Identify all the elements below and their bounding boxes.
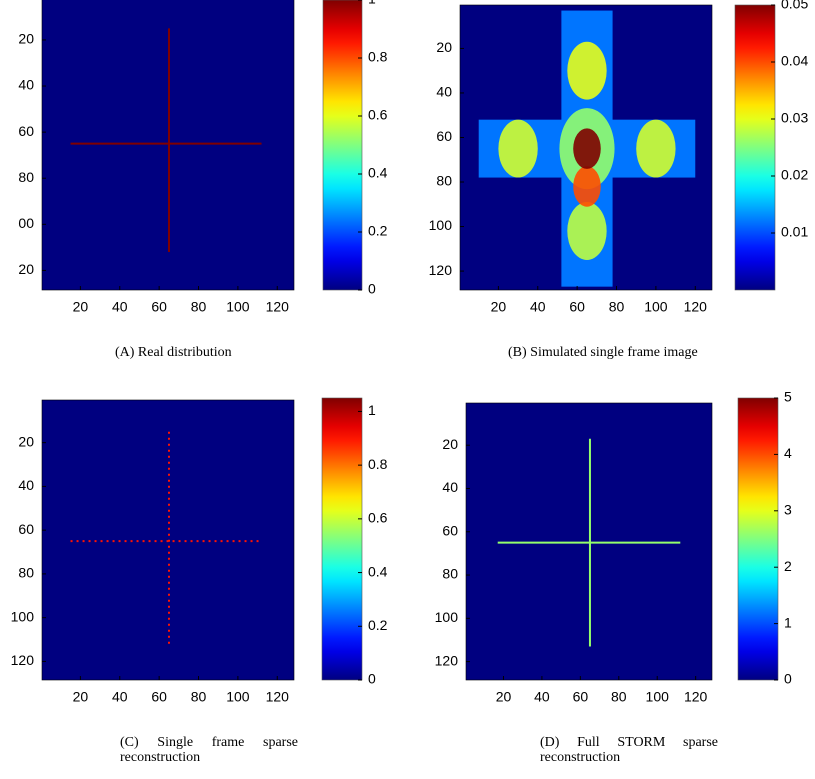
y-tick-label: 80 — [436, 173, 452, 189]
panel: 20 40 60 80 100 120 20 40 60 80 100 120 0 1 2 3 4 5 — [435, 389, 792, 705]
y-tick-label: 60 — [18, 123, 34, 139]
heatmap-spot — [498, 119, 538, 178]
colorbar-tick-label: 2 — [784, 558, 792, 574]
caption: (C) Single frame sparse reconstruction — [120, 735, 298, 765]
y-tick-label: 60 — [436, 128, 452, 144]
heatmap-image — [460, 5, 712, 290]
y-tick-label: 120 — [429, 262, 453, 278]
colorbar-tick-label: 1 — [368, 0, 376, 7]
y-tick-label: 100 — [11, 608, 35, 624]
x-tick-label: 120 — [266, 299, 290, 315]
heatmap-image — [42, 0, 294, 290]
x-tick-label: 100 — [226, 299, 250, 315]
colorbar — [321, 397, 363, 681]
caption: (D) Full STORM sparse reconstruction — [540, 735, 718, 765]
colorbar-tick-label: 0 — [368, 671, 376, 687]
x-tick-label: 20 — [496, 689, 512, 705]
y-tick-label: 60 — [18, 521, 34, 537]
y-tick-label: 40 — [442, 479, 458, 495]
x-tick-label: 40 — [530, 299, 546, 315]
x-tick-label: 120 — [266, 689, 290, 705]
x-tick-label: 80 — [611, 689, 627, 705]
panel: 20 40 60 80 100 120 20 40 60 80 00 20 0 0.2 0.4 0.6 0.8 1 — [18, 0, 388, 315]
heatmap-spot — [636, 119, 676, 178]
x-tick-label: 20 — [491, 299, 507, 315]
colorbar-tick-label: 0.01 — [781, 224, 808, 240]
colorbar-tick-label: 0.4 — [368, 563, 388, 579]
x-tick-label: 40 — [112, 689, 128, 705]
colorbar-tick-label: 0.04 — [781, 53, 808, 69]
y-tick-label: 40 — [18, 77, 34, 93]
heatmap-spot — [573, 128, 601, 169]
y-tick-label: 100 — [435, 609, 459, 625]
y-tick-label: 20 — [436, 39, 452, 55]
colorbar-tick-label: 0 — [368, 281, 376, 297]
colorbar-tick-label: 0.6 — [368, 107, 388, 123]
x-tick-label: 40 — [112, 299, 128, 315]
y-tick-label: 80 — [442, 566, 458, 582]
colorbar-tick-label: 4 — [784, 445, 792, 461]
colorbar-tick-label: 0 — [784, 671, 792, 687]
colorbar-tick-label: 0.05 — [781, 0, 808, 12]
y-tick-label: 60 — [442, 522, 458, 538]
x-tick-label: 40 — [534, 689, 550, 705]
caption: (B) Simulated single frame image — [508, 345, 698, 360]
x-tick-label: 100 — [226, 689, 250, 705]
colorbar-tick-label: 0.03 — [781, 110, 808, 126]
axes-frame — [41, 399, 295, 681]
colorbar-tick-label: 0.4 — [368, 165, 388, 181]
y-tick-label: 40 — [436, 84, 452, 100]
x-tick-label: 80 — [609, 299, 625, 315]
colorbar-tick-label: 1 — [784, 614, 792, 630]
colorbar-tick-label: 5 — [784, 389, 792, 405]
axes-frame — [459, 4, 713, 291]
y-tick-label: 120 — [11, 652, 35, 668]
heatmap-spot — [567, 41, 607, 100]
x-tick-label: 120 — [684, 299, 708, 315]
colorbar-tick-label: 0.2 — [368, 223, 388, 239]
colorbar-tick-label: 0.02 — [781, 167, 808, 183]
heatmap-spot — [567, 202, 607, 260]
x-tick-label: 80 — [191, 299, 207, 315]
colorbar — [322, 0, 363, 291]
y-tick-label: 20 — [18, 261, 34, 277]
heatmap-image — [42, 400, 294, 680]
heatmap-spot — [573, 166, 601, 207]
x-tick-label: 80 — [191, 689, 207, 705]
caption: (A) Real distribution — [115, 345, 232, 360]
x-tick-label: 100 — [646, 689, 670, 705]
heatmap-image — [466, 403, 712, 680]
x-tick-label: 60 — [151, 299, 167, 315]
x-tick-label: 60 — [569, 299, 585, 315]
x-tick-label: 100 — [644, 299, 668, 315]
y-tick-label: 00 — [18, 215, 34, 231]
y-tick-label: 20 — [18, 31, 34, 47]
colorbar-tick-label: 0.8 — [368, 49, 388, 65]
x-tick-label: 120 — [684, 689, 708, 705]
x-tick-label: 20 — [73, 299, 89, 315]
panel: 20 40 60 80 100 120 20 40 60 80 100 120 0.01 0.02 0.03… — [429, 0, 809, 315]
y-tick-label: 40 — [18, 477, 34, 493]
panel: 20 40 60 80 100 120 20 40 60 80 100 120 0 0.2 0.4 0.6 0.… — [11, 397, 388, 705]
colorbar — [737, 397, 779, 681]
colorbar-tick-label: 0.6 — [368, 510, 388, 526]
axes-frame — [41, 0, 295, 291]
colorbar-tick-label: 0.2 — [368, 617, 388, 633]
colorbar-tick-label: 0.8 — [368, 456, 388, 472]
y-tick-label: 20 — [18, 433, 34, 449]
colorbar-tick-label: 3 — [784, 502, 792, 518]
y-tick-label: 80 — [18, 565, 34, 581]
y-tick-label: 120 — [435, 652, 459, 668]
axes-frame — [465, 402, 713, 681]
x-tick-label: 20 — [73, 689, 89, 705]
x-tick-label: 60 — [573, 689, 589, 705]
colorbar — [734, 4, 776, 291]
y-tick-label: 80 — [18, 169, 34, 185]
x-tick-label: 60 — [151, 689, 167, 705]
y-tick-label: 20 — [442, 436, 458, 452]
colorbar-tick-label: 1 — [368, 402, 376, 418]
y-tick-label: 100 — [429, 217, 453, 233]
